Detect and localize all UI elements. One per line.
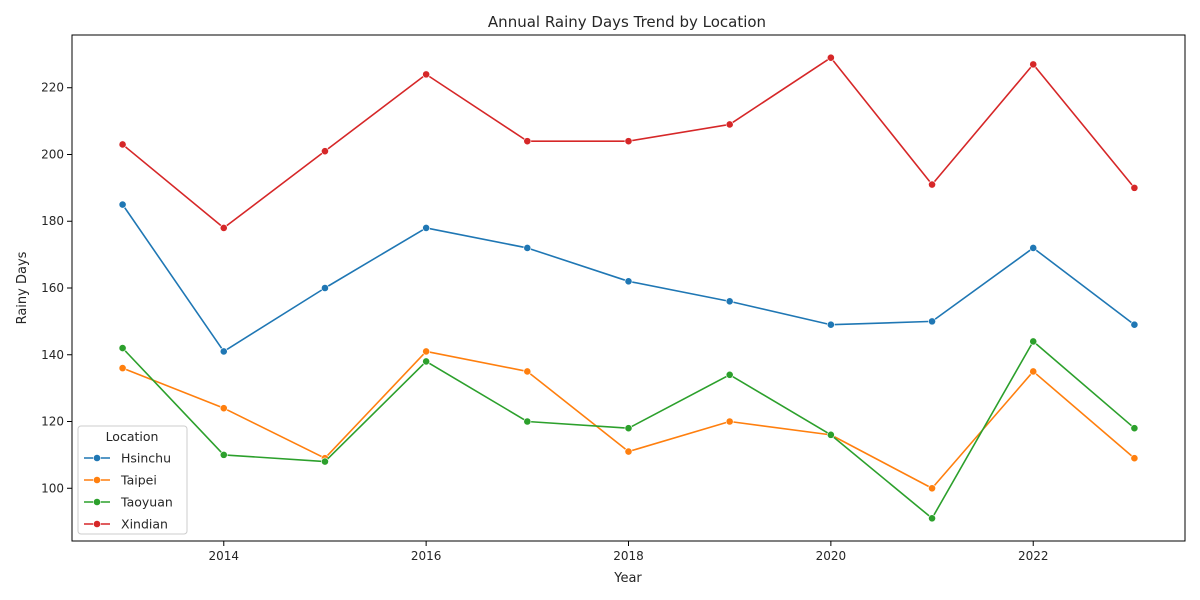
data-point bbox=[523, 367, 532, 376]
legend-box bbox=[77, 425, 188, 535]
y-tick-label: 220 bbox=[41, 81, 64, 95]
data-point bbox=[321, 457, 329, 466]
data-point bbox=[624, 447, 633, 456]
data-point bbox=[1029, 367, 1038, 376]
y-axis: 100 120 140 160 180 200 220 bbox=[41, 81, 72, 495]
series-layer bbox=[118, 53, 1139, 523]
data-point bbox=[118, 200, 127, 209]
data-point bbox=[624, 277, 633, 286]
y-tick-label: 120 bbox=[41, 415, 64, 429]
data-point bbox=[1029, 337, 1038, 346]
data-point bbox=[118, 364, 127, 373]
data-point bbox=[219, 450, 228, 459]
data-point bbox=[826, 53, 835, 62]
data-point bbox=[219, 347, 228, 356]
y-tick-label: 140 bbox=[41, 348, 64, 362]
data-point bbox=[118, 140, 127, 149]
x-axis: 2014 2016 2018 2020 2022 bbox=[208, 541, 1049, 563]
data-point bbox=[523, 244, 532, 252]
legend-swatch-marker bbox=[93, 476, 101, 484]
data-point bbox=[219, 404, 228, 413]
data-point bbox=[1130, 320, 1139, 329]
legend-swatch-marker bbox=[93, 520, 101, 528]
data-point bbox=[523, 137, 532, 146]
legend-swatch-marker bbox=[93, 454, 101, 462]
data-point bbox=[826, 430, 835, 439]
x-tick-label: 2018 bbox=[613, 549, 644, 563]
legend-label: Taipei bbox=[120, 473, 157, 488]
data-point bbox=[725, 370, 734, 379]
data-point bbox=[118, 344, 127, 352]
x-tick-label: 2020 bbox=[816, 549, 847, 563]
data-point bbox=[725, 120, 734, 129]
data-point bbox=[928, 317, 936, 326]
data-point bbox=[1130, 183, 1139, 192]
legend-item: Taipei bbox=[84, 473, 157, 488]
data-point bbox=[928, 484, 936, 493]
legend-label: Taoyuan bbox=[120, 495, 173, 510]
data-point bbox=[422, 224, 431, 232]
data-point bbox=[1029, 244, 1038, 252]
data-point bbox=[321, 147, 329, 156]
legend-swatch-marker bbox=[93, 498, 101, 506]
plot-frame bbox=[71, 34, 1186, 542]
data-point bbox=[826, 320, 835, 329]
x-tick-label: 2014 bbox=[208, 549, 239, 563]
x-tick-label: 2022 bbox=[1018, 549, 1049, 563]
series-hsinchu bbox=[118, 200, 1139, 356]
chart-title: Annual Rainy Days Trend by Location bbox=[488, 13, 766, 31]
series-line bbox=[122, 350, 1135, 490]
x-tick-label: 2016 bbox=[411, 549, 442, 563]
series-taipei bbox=[118, 347, 1139, 493]
legend-item: Xindian bbox=[84, 517, 168, 532]
data-point bbox=[725, 417, 734, 426]
data-point bbox=[422, 357, 431, 366]
data-point bbox=[1130, 454, 1139, 463]
data-point bbox=[422, 347, 431, 356]
data-point bbox=[624, 424, 633, 433]
legend-label: Xindian bbox=[121, 517, 168, 532]
legend-title: Location bbox=[106, 429, 159, 444]
series-taoyuan bbox=[118, 337, 1139, 523]
legend: Location Hsinchu Taipei Taoyuan Xindian bbox=[77, 425, 188, 535]
y-tick-label: 180 bbox=[41, 214, 64, 228]
data-point bbox=[1130, 424, 1139, 433]
y-tick-label: 200 bbox=[41, 147, 64, 161]
data-point bbox=[1029, 60, 1038, 69]
legend-item: Taoyuan bbox=[84, 495, 173, 510]
legend-item: Hsinchu bbox=[84, 451, 171, 466]
y-tick-label: 100 bbox=[41, 481, 64, 495]
data-point bbox=[523, 417, 532, 426]
data-point bbox=[624, 137, 633, 146]
y-tick-label: 160 bbox=[41, 281, 64, 295]
data-point bbox=[219, 224, 228, 232]
data-point bbox=[928, 514, 936, 523]
data-point bbox=[422, 70, 431, 79]
x-axis-title: Year bbox=[613, 571, 642, 586]
legend-label: Hsinchu bbox=[121, 451, 171, 466]
data-point bbox=[928, 180, 936, 189]
data-point bbox=[725, 297, 734, 306]
y-axis-title: Rainy Days bbox=[15, 251, 30, 324]
series-xindian bbox=[118, 53, 1139, 232]
legend-items: Hsinchu Taipei Taoyuan Xindian bbox=[84, 451, 173, 532]
data-point bbox=[321, 284, 329, 292]
